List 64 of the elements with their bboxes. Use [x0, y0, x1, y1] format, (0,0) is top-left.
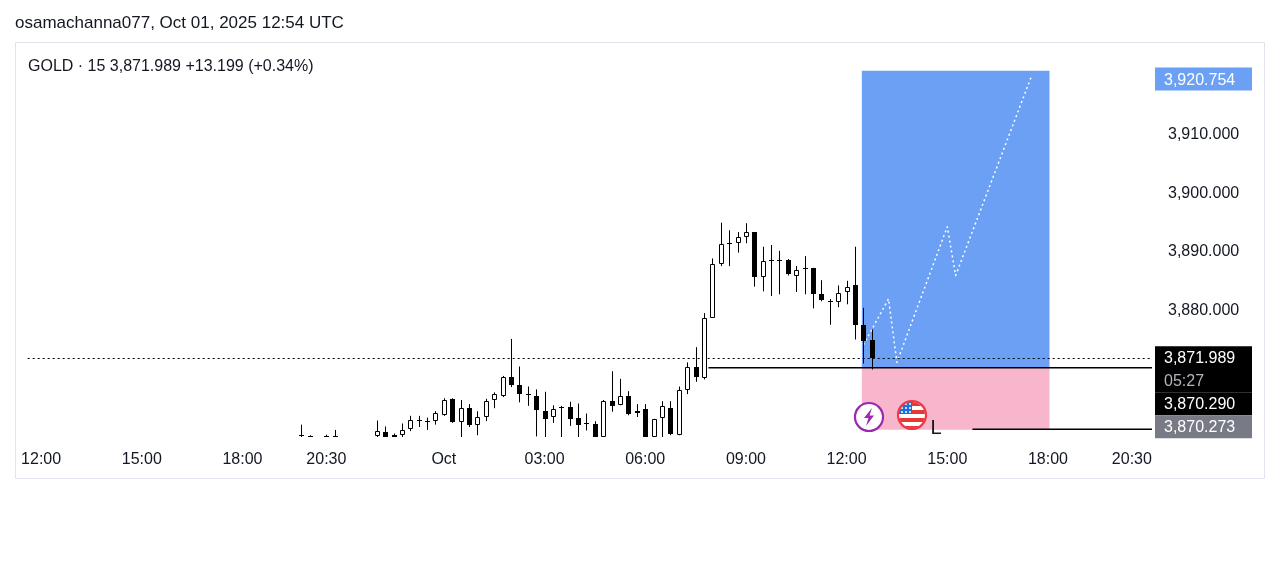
- y-tick-label: 3,890.000: [1168, 242, 1240, 260]
- y-tick-label: 3,910.000: [1168, 124, 1240, 142]
- candlestick: [584, 413, 589, 432]
- x-tick-label: 03:00: [524, 450, 565, 468]
- candlestick: [710, 257, 715, 319]
- x-tick-label: 12:00: [21, 450, 62, 468]
- candlestick: [610, 370, 615, 413]
- x-tick-label: 06:00: [625, 450, 666, 468]
- candlestick: [308, 434, 313, 437]
- x-tick-label: 15:00: [927, 450, 968, 468]
- candlestick: [601, 399, 606, 437]
- candlestick: [727, 229, 732, 267]
- ref-line-label: 3,871.989: [1164, 349, 1236, 367]
- candlestick: [475, 410, 480, 436]
- candlestick: [517, 366, 522, 403]
- candlestick: [744, 222, 749, 244]
- candlestick: [836, 284, 841, 308]
- candlestick: [459, 399, 464, 437]
- x-tick-label: 18:00: [1027, 450, 1069, 468]
- candlestick: [652, 418, 657, 437]
- x-tick-label: Oct: [431, 450, 457, 468]
- text: 3,870.273: [1164, 418, 1236, 436]
- candlestick: [299, 424, 304, 437]
- candlestick: [526, 385, 531, 407]
- candlestick: [568, 401, 573, 427]
- x-tick-label: 20:30: [1111, 450, 1152, 468]
- text: 05:27: [1164, 372, 1205, 390]
- candlestick: [736, 231, 741, 254]
- candlestick: [618, 378, 623, 406]
- x-tick-label: 15:00: [121, 450, 162, 468]
- candlestick: [576, 403, 581, 437]
- candlestick: [626, 390, 631, 416]
- candlestick: [543, 391, 548, 437]
- candlestick: [845, 280, 850, 305]
- candlestick: [761, 246, 766, 292]
- chart-title: GOLD · 15 3,871.989 +13.199 (+0.34%): [28, 56, 314, 76]
- candlestick: [803, 255, 808, 295]
- candlestick: [819, 279, 824, 302]
- candlestick: [501, 375, 506, 398]
- candlestick: [677, 385, 682, 436]
- candlestick: [685, 361, 690, 395]
- text: osamachanna077, Oct 01, 2025 12:54 UTC: [15, 13, 344, 33]
- candlestick: [794, 265, 799, 293]
- y-tick-label: 3,900.000: [1168, 183, 1240, 201]
- x-tick-label: 09:00: [725, 450, 767, 468]
- text: 3,920.754: [1164, 70, 1236, 88]
- candlestick: [467, 403, 472, 428]
- candlestick: [660, 400, 665, 437]
- annotation: L: [930, 416, 942, 439]
- x-tick-label: 18:00: [222, 450, 263, 468]
- candlestick: [417, 415, 422, 428]
- candlestick: [828, 298, 833, 326]
- candlestick: [450, 397, 455, 424]
- x-tick-label: 12:00: [826, 450, 867, 468]
- candlestick: [777, 250, 782, 295]
- candlestick: [719, 222, 724, 267]
- y-tick-label: 3,880.000: [1168, 301, 1240, 319]
- candlestick: [534, 388, 539, 437]
- candlestick: [769, 244, 774, 297]
- candlestick: [425, 417, 430, 431]
- data-label: 3,870.290: [1164, 395, 1236, 413]
- candlestick: [484, 398, 489, 422]
- candlestick: [559, 405, 564, 437]
- x-tick-label: 20:30: [306, 450, 347, 468]
